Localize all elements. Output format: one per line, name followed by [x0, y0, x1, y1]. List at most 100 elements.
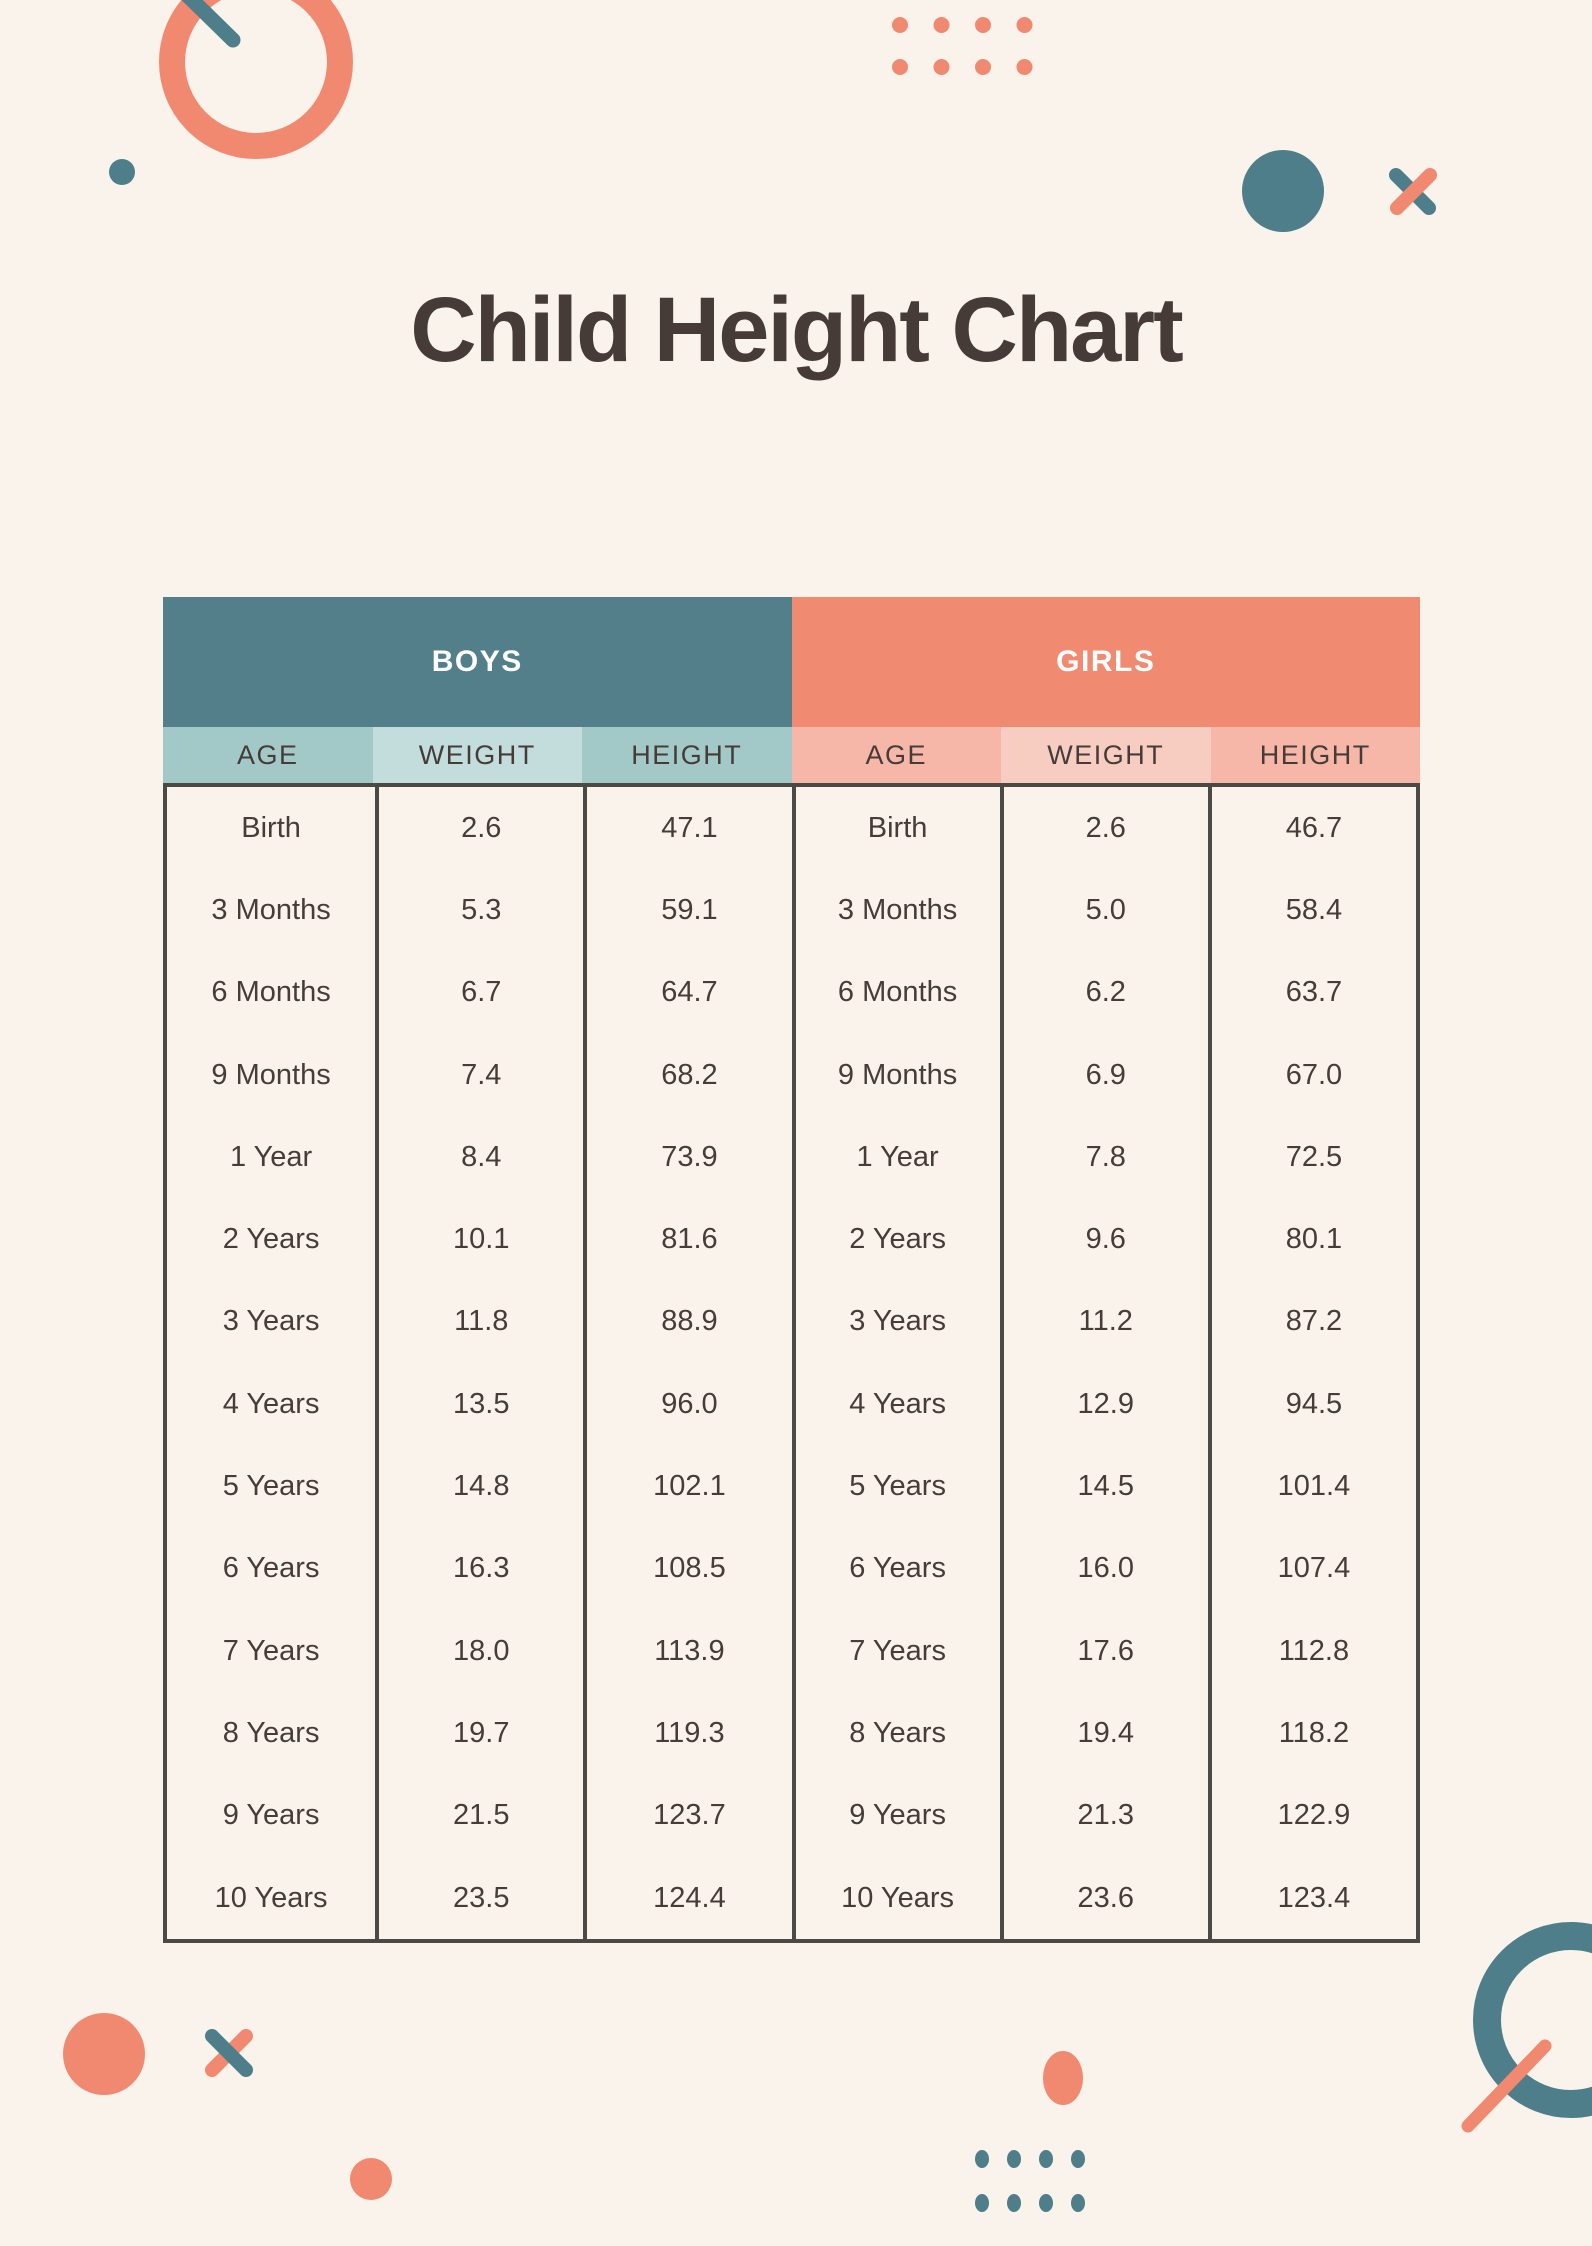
table-cell: 94.5 — [1207, 1363, 1416, 1446]
table-cell: 108.5 — [583, 1527, 791, 1610]
table-cell: 96.0 — [583, 1363, 791, 1446]
table-cell: 8.4 — [375, 1116, 583, 1199]
table-cell: 67.0 — [1207, 1033, 1416, 1117]
table-cell: Birth — [241, 811, 301, 844]
table-cell: 4 Years — [791, 1363, 1000, 1446]
table-cell: 9 Months — [211, 1058, 331, 1091]
table-cell: 118.2 — [1207, 1692, 1416, 1775]
table-cell: 123.4 — [1207, 1856, 1416, 1940]
table-cell: 87.2 — [1207, 1280, 1416, 1364]
table-cell: 47.1 — [583, 787, 791, 870]
boys-weight-column-header: WEIGHT — [372, 727, 582, 783]
table-cell: 1 Year — [229, 1140, 313, 1173]
table-cell: 23.5 — [375, 1856, 583, 1940]
table-cell: 2.6 — [375, 787, 583, 870]
table-cell: 2.6 — [999, 787, 1208, 870]
table-cell: 21.5 — [375, 1774, 583, 1857]
table-cell: 119.3 — [583, 1692, 791, 1775]
girls-group-header: GIRLS — [791, 597, 1420, 727]
diagonal-line-bottom-right-icon — [1461, 2039, 1552, 2133]
table-cell: 7.8 — [999, 1116, 1208, 1199]
table-cell: 3 Years — [791, 1280, 1000, 1364]
table-cell: 14.5 — [999, 1445, 1208, 1528]
table-cell: 8 Years — [791, 1692, 1000, 1775]
table-cell: 18.0 — [375, 1609, 583, 1693]
table-cell: 112.8 — [1207, 1609, 1416, 1693]
table-cell: 19.4 — [999, 1692, 1208, 1775]
table-cell: 102.1 — [583, 1445, 791, 1528]
x-mark-top-right-icon — [1389, 168, 1437, 215]
table-cell: 6.7 — [375, 951, 583, 1034]
page-title: Child Height Chart — [410, 279, 1184, 381]
table-cell: 101.4 — [1207, 1445, 1416, 1528]
table-cell: 9.6 — [999, 1198, 1208, 1281]
table-cell: 7.4 — [375, 1033, 583, 1117]
table-cell: 16.0 — [999, 1527, 1208, 1610]
dots-grid-bottom-icon — [975, 2150, 1085, 2212]
table-cell: 122.9 — [1207, 1774, 1416, 1857]
table-cell: 73.9 — [583, 1116, 791, 1199]
table-cell: 6 Years — [222, 1552, 320, 1585]
table-column-header-row: AGE WEIGHT HEIGHT AGE WEIGHT HEIGHT — [163, 727, 1420, 783]
table-cell: 6 Years — [791, 1527, 1000, 1610]
girls-age-column-header: AGE — [791, 727, 1001, 783]
table-cell: 63.7 — [1207, 951, 1416, 1034]
boys-group-header: BOYS — [163, 597, 792, 727]
ring-bottom-right-icon — [1473, 1922, 1592, 2118]
table-cell: 5 Years — [791, 1445, 1000, 1528]
table-cell: 124.4 — [583, 1856, 791, 1940]
dot-top-left-icon — [109, 159, 135, 185]
table-cell: 19.7 — [375, 1692, 583, 1775]
table-cell: 4 Years — [222, 1387, 320, 1420]
boys-height-column-header: HEIGHT — [582, 727, 792, 783]
table-cell: 9 Months — [791, 1033, 1000, 1117]
table-cell: 17.6 — [999, 1609, 1208, 1693]
table-cell: 72.5 — [1207, 1116, 1416, 1199]
table-cell: 11.8 — [375, 1280, 583, 1364]
table-cell: 10.1 — [375, 1198, 583, 1281]
table-cell: 80.1 — [1207, 1198, 1416, 1281]
table-cell: 21.3 — [999, 1774, 1208, 1857]
table-cell: 81.6 — [583, 1198, 791, 1281]
table-cell: 58.4 — [1207, 869, 1416, 952]
table-group-header-row: BOYS GIRLS — [163, 597, 1420, 727]
ring-top-left-icon — [159, 0, 353, 159]
table-cell: 8 Years — [222, 1716, 320, 1749]
girls-weight-column-header: WEIGHT — [1001, 727, 1211, 783]
dot-bottom-left-icon — [350, 2158, 392, 2200]
table-cell: 68.2 — [583, 1033, 791, 1117]
table-cell: 7 Years — [791, 1609, 1000, 1693]
table-cell: 10 Years — [214, 1881, 328, 1914]
table-cell: 6 Months — [211, 976, 331, 1009]
table-cell: 9 Years — [791, 1774, 1000, 1857]
table-cell: 7 Years — [222, 1634, 320, 1667]
table-cell: 3 Months — [791, 869, 1000, 952]
table-cell: 11.2 — [999, 1280, 1208, 1364]
table-cell: 16.3 — [375, 1527, 583, 1610]
table-cell: 123.7 — [583, 1774, 791, 1857]
height-table: BOYS GIRLS AGE WEIGHT HEIGHT AGE WEIGHT … — [163, 597, 1420, 1944]
girls-height-column-header: HEIGHT — [1210, 727, 1420, 783]
table-cell: 113.9 — [583, 1609, 791, 1693]
table-cell: 14.8 — [375, 1445, 583, 1528]
circle-top-right-icon — [1242, 150, 1324, 232]
table-cell: 5 Years — [222, 1470, 320, 1503]
circle-bottom-left-icon — [63, 2013, 145, 2095]
table-cell: 6 Months — [791, 951, 1000, 1034]
table-cell: 59.1 — [583, 869, 791, 952]
table-cell: 5.3 — [375, 869, 583, 952]
diagonal-line-top-left-icon — [181, 0, 241, 48]
table-cell: 23.6 — [999, 1856, 1208, 1940]
boys-age-column-header: AGE — [163, 727, 373, 783]
table-cell: 46.7 — [1207, 787, 1416, 870]
table-cell: 12.9 — [999, 1363, 1208, 1446]
table-cell: 1 Year — [791, 1116, 1000, 1199]
table-body: Birth 2.6 47.1 Birth 2.6 46.7 3 Months 5.3 59.1 3… — [163, 783, 1420, 1944]
table-cell: 5.0 — [999, 869, 1208, 952]
table-cell: 6.2 — [999, 951, 1208, 1034]
table-cell: 2 Years — [791, 1198, 1000, 1281]
dots-grid-top-icon — [892, 17, 1033, 75]
table-cell: 64.7 — [583, 951, 791, 1034]
table-cell: 3 Months — [211, 893, 331, 926]
